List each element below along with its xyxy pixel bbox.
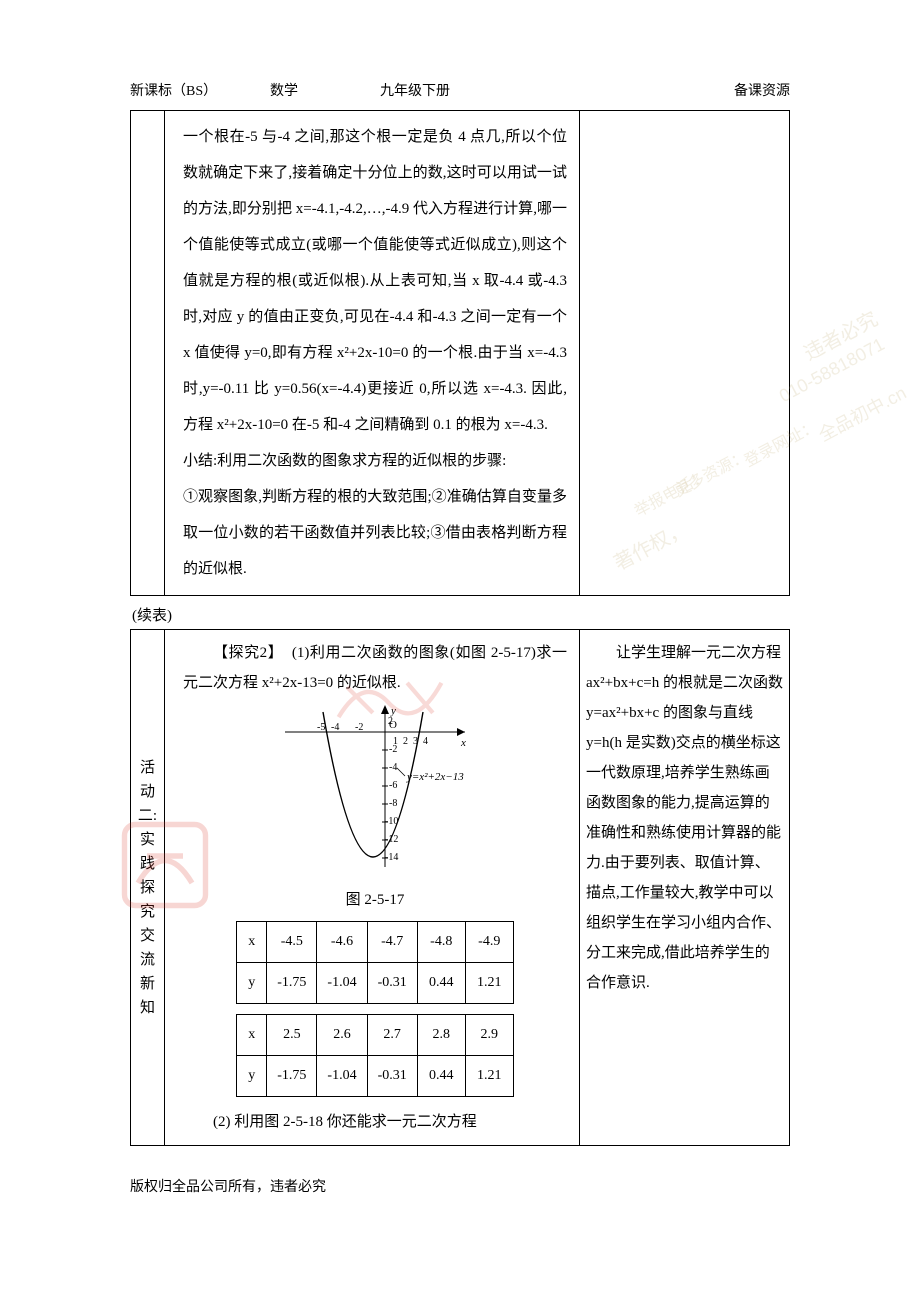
table-header-x: x (237, 922, 267, 963)
table-cell: 0.44 (417, 963, 465, 1004)
table-cell: 2.5 (267, 1015, 317, 1056)
svg-text:y=x²+2x−13: y=x²+2x−13 (406, 771, 464, 783)
header-right: 备课资源 (734, 80, 790, 100)
table-row: x 2.5 2.6 2.7 2.8 2.9 (237, 1015, 514, 1056)
table-cell: 2.9 (465, 1015, 513, 1056)
watermark-text: 010-58818071 (776, 334, 888, 407)
svg-text:-2: -2 (389, 744, 397, 755)
explore-heading: 【探究2】 (1)利用二次函数的图象(如图 2-5-17)求一元二次方程 x²+… (183, 638, 567, 698)
table-cell: -1.04 (317, 963, 367, 1004)
table-cell: -4.5 (267, 922, 317, 963)
table-cell: 1.21 (465, 1056, 513, 1097)
svg-text:-6: -6 (389, 780, 397, 791)
table-row: y -1.75 -1.04 -0.31 0.44 1.21 (237, 1056, 514, 1097)
activity-label: 活动二:实践探究交流新知 (138, 760, 157, 1016)
parabola-svg: y x O 2 -5 -4 -2 1 2 3 4 (275, 702, 475, 872)
table-cell: 2.8 (417, 1015, 465, 1056)
value-table-a: x -4.5 -4.6 -4.7 -4.8 -4.9 y -1.75 -1.04… (236, 921, 514, 1004)
watermark-text: 违者必究 (798, 303, 882, 366)
table-cell: 1.21 (465, 963, 513, 1004)
table-cell: -4.8 (417, 922, 465, 963)
svg-text:-8: -8 (389, 798, 397, 809)
row-label-top (131, 111, 165, 596)
content-table-bottom: 活动二:实践探究交流新知 【探究2】 (1)利用二次函数的图象(如图 2-5-1… (130, 629, 790, 1146)
svg-text:2: 2 (388, 716, 393, 727)
page-footer: 版权归全品公司所有，违者必究 (130, 1176, 790, 1196)
table-cell: -4.9 (465, 922, 513, 963)
note-cell-top (580, 111, 790, 596)
table-header-y: y (237, 1056, 267, 1097)
table-cell: -0.31 (367, 1056, 417, 1097)
table-cell: 2.6 (317, 1015, 367, 1056)
table-cell: -1.75 (267, 963, 317, 1004)
svg-text:2: 2 (403, 736, 408, 747)
summary-title: 小结:利用二次函数的图象求方程的近似根的步骤: (183, 453, 506, 469)
figure-caption: 图 2-5-17 (183, 885, 567, 915)
svg-text:-5: -5 (317, 722, 325, 733)
table-row: x -4.5 -4.6 -4.7 -4.8 -4.9 (237, 922, 514, 963)
page-header: 新课标（BS） 数学 九年级下册 备课资源 (130, 80, 790, 100)
table-cell: 0.44 (417, 1056, 465, 1097)
svg-text:-2: -2 (355, 722, 363, 733)
table-cell: -1.04 (317, 1056, 367, 1097)
explanation-text: 一个根在-5 与-4 之间,那这个根一定是负 4 点几,所以个位数就确定下来了,… (165, 111, 579, 595)
header-grade: 九年级下册 (380, 80, 500, 100)
header-subject: 数学 (270, 80, 380, 100)
explore-label: 【探究2】 (213, 645, 283, 661)
table-cell: 2.7 (367, 1015, 417, 1056)
explore-q2: (2) 利用图 2-5-18 你还能求一元二次方程 (183, 1107, 567, 1137)
table-header-y: y (237, 963, 267, 1004)
summary-body: ①观察图象,判断方程的根的大致范围;②准确估算自变量多取一位小数的若干函数值并列… (183, 489, 567, 577)
watermark-text: 全品初中.cn (814, 379, 911, 447)
content-table-top: 一个根在-5 与-4 之间,那这个根一定是负 4 点几,所以个位数就确定下来了,… (130, 110, 790, 596)
svg-text:x: x (460, 737, 466, 749)
svg-text:-4: -4 (331, 722, 339, 733)
table-cell: -4.6 (317, 922, 367, 963)
value-table-b: x 2.5 2.6 2.7 2.8 2.9 y -1.75 -1.04 -0.3… (236, 1014, 514, 1097)
body-text-1: 一个根在-5 与-4 之间,那这个根一定是负 4 点几,所以个位数就确定下来了,… (183, 129, 567, 433)
table-row: y -1.75 -1.04 -0.31 0.44 1.21 (237, 963, 514, 1004)
svg-text:-4: -4 (389, 762, 397, 773)
note-cell-bottom: 让学生理解一元二次方程 ax²+bx+c=h 的根就是二次函数 y=ax²+bx… (580, 630, 790, 1146)
figure-2-5-17: y x O 2 -5 -4 -2 1 2 3 4 (183, 702, 567, 915)
svg-text:4: 4 (423, 736, 428, 747)
table-cell: -0.31 (367, 963, 417, 1004)
teaching-note: 让学生理解一元二次方程 ax²+bx+c=h 的根就是二次函数 y=ax²+bx… (586, 638, 783, 998)
main-cell-top: 一个根在-5 与-4 之间,那这个根一定是负 4 点几,所以个位数就确定下来了,… (165, 111, 580, 596)
table-cell: -4.7 (367, 922, 417, 963)
main-cell-bottom: 【探究2】 (1)利用二次函数的图象(如图 2-5-17)求一元二次方程 x²+… (165, 630, 580, 1146)
table-cell: -1.75 (267, 1056, 317, 1097)
table-header-x: x (237, 1015, 267, 1056)
continue-label: (续表) (132, 604, 790, 625)
row-label-bottom: 活动二:实践探究交流新知 (131, 630, 165, 1146)
header-standard: 新课标（BS） (130, 80, 270, 100)
